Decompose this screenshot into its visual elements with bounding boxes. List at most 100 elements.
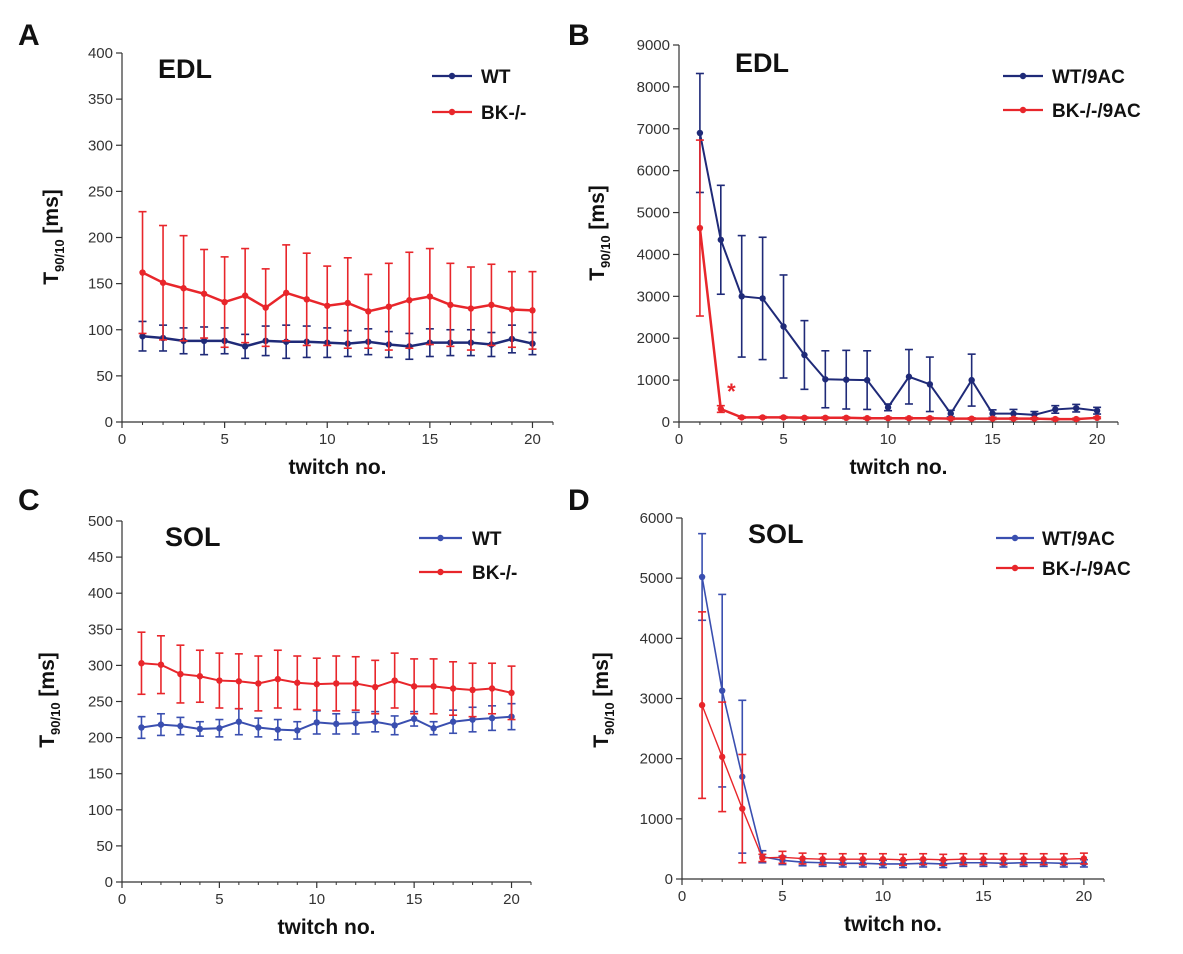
data-point <box>717 405 725 413</box>
y-tick-label: 1000 <box>640 811 673 828</box>
series-bk-9ac <box>698 611 1088 866</box>
data-point <box>1010 410 1017 417</box>
data-point <box>780 323 787 330</box>
data-point <box>294 679 301 686</box>
series-line <box>701 576 1084 865</box>
series-wt <box>138 320 537 361</box>
data-point <box>352 719 359 727</box>
y-axis-title-unit: [ms] <box>36 652 59 702</box>
data-point <box>262 304 269 311</box>
data-point <box>717 236 725 243</box>
data-point <box>469 716 476 723</box>
x-tick-label: 5 <box>778 888 786 905</box>
data-point <box>371 683 379 691</box>
data-point <box>905 373 913 380</box>
legend-marker <box>448 72 456 80</box>
y-tick-label: 1000 <box>637 372 670 389</box>
legend-entry: BK-/-/9AC <box>1003 101 1141 122</box>
chart-title: EDL <box>158 54 212 84</box>
chart-title: EDL <box>735 48 789 78</box>
legend-label: BK-/-/9AC <box>1052 101 1141 122</box>
data-point <box>1072 404 1080 412</box>
legend-marker <box>1019 106 1027 114</box>
legend-entry: WT/9AC <box>996 529 1115 550</box>
data-point <box>406 297 413 304</box>
data-point <box>221 298 228 306</box>
data-point <box>447 301 454 309</box>
series-line <box>141 662 512 694</box>
data-point <box>899 856 907 863</box>
data-point <box>177 722 184 730</box>
legend-label: WT <box>481 67 511 88</box>
data-point <box>919 855 927 863</box>
data-point <box>365 308 372 315</box>
data-point <box>905 415 913 422</box>
x-tick-label: 10 <box>319 431 336 448</box>
data-point <box>989 410 996 417</box>
data-point <box>947 410 954 417</box>
y-tick-label: 5000 <box>640 570 673 587</box>
data-point <box>196 725 204 733</box>
panel-letter: C <box>18 484 40 517</box>
legend-entry: BK-/-/9AC <box>996 559 1131 580</box>
data-point <box>1031 415 1038 422</box>
data-point <box>508 689 515 697</box>
y-tick-label: 0 <box>105 874 113 891</box>
legend-label: WT/9AC <box>1052 67 1125 88</box>
data-point <box>718 753 726 761</box>
data-point <box>801 414 808 422</box>
data-point <box>698 701 706 709</box>
y-tick-label: 3000 <box>637 288 670 305</box>
data-point <box>822 376 829 383</box>
panel-letter: D <box>568 484 590 517</box>
series-line <box>141 715 512 732</box>
y-axis-title-subscript: 90/10 <box>598 235 613 268</box>
legend-marker <box>437 568 444 576</box>
legend-entry: BK-/- <box>432 103 526 124</box>
panel-letter: A <box>18 19 40 52</box>
legend-marker <box>448 108 456 116</box>
y-axis-title-unit: [ms] <box>586 185 609 235</box>
y-tick-label: 2000 <box>640 751 673 768</box>
data-point <box>1072 415 1080 423</box>
legend-label: WT/9AC <box>1042 529 1115 550</box>
x-tick-label: 0 <box>118 431 126 448</box>
y-tick-label: 6000 <box>637 163 670 180</box>
data-point <box>196 673 204 680</box>
legend-label: WT <box>472 529 502 550</box>
y-tick-label: 250 <box>88 183 113 200</box>
data-point <box>960 855 967 863</box>
x-tick-label: 0 <box>678 888 686 905</box>
data-point <box>989 415 996 422</box>
x-tick-label: 5 <box>220 431 228 448</box>
data-point <box>1052 406 1059 413</box>
x-axis-title: twitch no. <box>289 456 387 479</box>
data-point <box>884 415 892 422</box>
data-point <box>426 293 434 300</box>
data-point <box>159 279 167 286</box>
data-point <box>294 727 301 734</box>
y-tick-label: 9000 <box>637 37 670 54</box>
data-point <box>157 661 165 668</box>
x-tick-label: 0 <box>675 431 683 448</box>
data-point <box>1020 855 1027 863</box>
y-axis-title-main: T <box>590 735 613 748</box>
data-point <box>177 670 184 678</box>
y-tick-label: 250 <box>88 694 113 711</box>
data-point <box>488 685 496 692</box>
y-tick-label: 400 <box>88 585 113 602</box>
y-tick-label: 3000 <box>640 691 673 708</box>
data-point <box>1000 855 1007 863</box>
data-point <box>926 381 934 388</box>
data-point <box>1093 407 1101 414</box>
data-point <box>739 805 746 812</box>
data-point <box>241 292 249 299</box>
x-tick-label: 0 <box>118 891 126 908</box>
y-tick-label: 300 <box>88 137 113 154</box>
data-point <box>469 686 476 694</box>
chart-title: SOL <box>748 519 804 549</box>
data-point <box>430 725 437 732</box>
data-point <box>718 687 726 694</box>
data-point <box>759 414 766 421</box>
y-tick-label: 0 <box>662 414 670 431</box>
